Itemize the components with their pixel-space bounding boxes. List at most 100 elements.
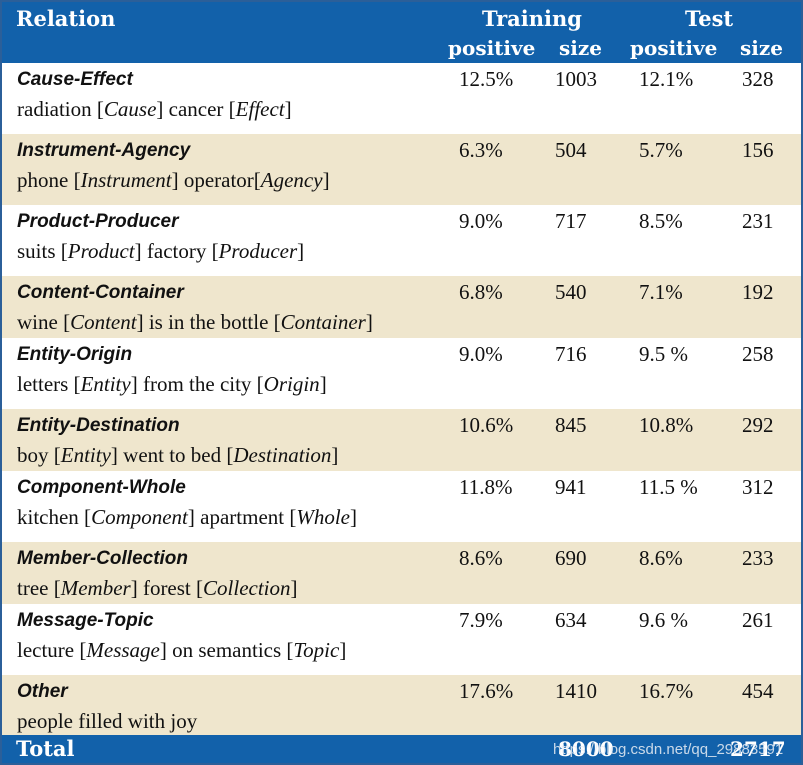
table-row: Member-Collection tree [Member] forest [C…	[2, 542, 801, 604]
training-positive-cell: 11.8%	[459, 475, 513, 499]
example-role-label: Message	[86, 638, 160, 662]
example-text: ] on semantics [	[159, 638, 294, 662]
relation-name: Entity-Destination	[17, 415, 180, 436]
relation-example: people filled with joy	[17, 709, 197, 734]
table-header: Relation Training Test positive size pos…	[2, 2, 801, 63]
training-positive-cell: 9.0%	[459, 342, 503, 366]
test-size-cell: 258	[742, 342, 774, 366]
relation-example: letters [Entity] from the city [Origin]	[17, 372, 327, 397]
example-text: ] factory [	[134, 239, 219, 263]
example-role-label: Member	[60, 576, 131, 600]
total-test-size: 2717	[730, 737, 786, 761]
example-text: ]	[319, 372, 327, 396]
header-training: Training	[482, 6, 582, 31]
example-text: wine [	[17, 310, 71, 334]
test-positive-cell: 16.7%	[639, 679, 694, 703]
table-row: Content-Container wine [Content] is in th…	[2, 276, 801, 338]
header-test-size: size	[740, 36, 783, 60]
example-role-label: Entity	[60, 443, 111, 467]
relation-example: suits [Product] factory [Producer]	[17, 239, 304, 264]
example-role-label: Entity	[80, 372, 131, 396]
training-size-cell: 634	[555, 608, 587, 632]
test-positive-cell: 8.5%	[639, 209, 683, 233]
test-positive-cell: 10.8%	[639, 413, 694, 437]
training-size-cell: 540	[555, 280, 587, 304]
example-text: phone [	[17, 168, 81, 192]
relation-example: boy [Entity] went to bed [Destination]	[17, 443, 338, 468]
example-role-label: Product	[67, 239, 135, 263]
relation-name: Entity-Origin	[17, 344, 133, 365]
relation-example: phone [Instrument] operator[Agency]	[17, 168, 330, 193]
training-size-cell: 716	[555, 342, 587, 366]
training-positive-cell: 6.8%	[459, 280, 503, 304]
example-role-label: Destination	[233, 443, 332, 467]
table-row: Component-Whole kitchen [Component] apart…	[2, 471, 801, 542]
example-text: ] apartment [	[187, 505, 297, 529]
header-test-positive: positive	[630, 36, 718, 60]
training-size-cell: 941	[555, 475, 587, 499]
example-text: lecture [	[17, 638, 87, 662]
header-relation: Relation	[16, 6, 116, 31]
example-role-label: Instrument	[80, 168, 172, 192]
example-role-label: Whole	[296, 505, 350, 529]
example-role-label: Origin	[263, 372, 320, 396]
example-text: ] from the city [	[130, 372, 264, 396]
training-size-cell: 845	[555, 413, 587, 437]
relation-example: kitchen [Component] apartment [Whole]	[17, 505, 357, 530]
table-row: Entity-Origin letters [Entity] from the c…	[2, 338, 801, 409]
example-text: ] cancer [	[156, 97, 236, 121]
example-text: ]	[339, 638, 347, 662]
relation-example: tree [Member] forest [Collection]	[17, 576, 298, 601]
test-positive-cell: 11.5 %	[639, 475, 698, 499]
test-size-cell: 233	[742, 546, 774, 570]
header-training-size: size	[559, 36, 602, 60]
example-role-label: Container	[280, 310, 366, 334]
relation-example: lecture [Message] on semantics [Topic]	[17, 638, 346, 663]
test-size-cell: 261	[742, 608, 774, 632]
example-text: ]	[284, 97, 292, 121]
training-size-cell: 717	[555, 209, 587, 233]
training-size-cell: 1003	[555, 67, 597, 91]
relation-example: wine [Content] is in the bottle [Contain…	[17, 310, 373, 335]
training-size-cell: 504	[555, 138, 587, 162]
test-positive-cell: 5.7%	[639, 138, 683, 162]
training-positive-cell: 10.6%	[459, 413, 514, 437]
test-size-cell: 328	[742, 67, 774, 91]
test-positive-cell: 7.1%	[639, 280, 683, 304]
example-text: radiation [	[17, 97, 104, 121]
relation-name: Other	[17, 681, 68, 702]
training-positive-cell: 9.0%	[459, 209, 503, 233]
relation-name: Message-Topic	[17, 610, 154, 631]
example-role-label: Effect	[235, 97, 285, 121]
example-text: people filled with joy	[17, 709, 198, 733]
example-text: ] went to bed [	[110, 443, 234, 467]
test-size-cell: 156	[742, 138, 774, 162]
example-role-label: Cause	[103, 97, 157, 121]
relation-name: Instrument-Agency	[17, 140, 191, 161]
table-row: Product-Producer suits [Product] factory …	[2, 205, 801, 276]
example-text: ] is in the bottle [	[136, 310, 281, 334]
example-text: tree [	[17, 576, 61, 600]
example-text: ]	[290, 576, 298, 600]
training-size-cell: 690	[555, 546, 587, 570]
training-positive-cell: 17.6%	[459, 679, 514, 703]
example-role-label: Component	[91, 505, 188, 529]
example-text: kitchen [	[17, 505, 92, 529]
example-role-label: Collection	[203, 576, 291, 600]
table-row: Entity-Destination boy [Entity] went to b…	[2, 409, 801, 471]
header-training-positive: positive	[448, 36, 536, 60]
table-footer: Total 8000 2717 https://blog.csdn.net/qq…	[2, 735, 801, 763]
example-role-label: Producer	[218, 239, 298, 263]
test-positive-cell: 12.1%	[639, 67, 694, 91]
test-positive-cell: 9.5 %	[639, 342, 688, 366]
table-row: Other people filled with joy 17.6% 1410 16.7…	[2, 675, 801, 737]
relation-name: Product-Producer	[17, 211, 179, 232]
table-row: Instrument-Agency phone [Instrument] oper…	[2, 134, 801, 205]
training-size-cell: 1410	[555, 679, 597, 703]
example-text: boy [	[17, 443, 61, 467]
test-size-cell: 192	[742, 280, 774, 304]
relation-name: Content-Container	[17, 282, 184, 303]
relation-name: Component-Whole	[17, 477, 186, 498]
test-size-cell: 231	[742, 209, 774, 233]
